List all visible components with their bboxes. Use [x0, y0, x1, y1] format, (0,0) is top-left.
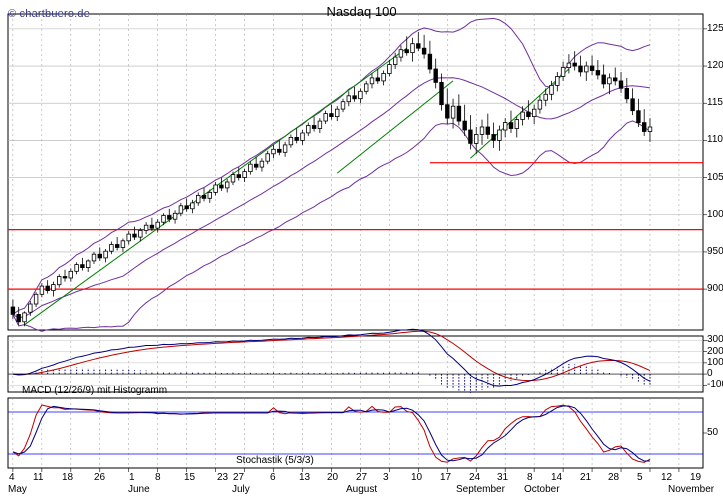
chart-title: Nasdaq 100	[326, 4, 397, 19]
watermark-chartbuero: © chartbuero.de	[8, 8, 91, 20]
x-axis-day-label: 12	[661, 472, 673, 483]
x-axis-day-label: 4	[9, 472, 15, 483]
x-axis-day-label: 26	[94, 472, 106, 483]
x-axis-day-label: 1	[129, 472, 135, 483]
x-axis-month-label: June	[128, 484, 150, 495]
x-axis-day-label: 10	[411, 472, 423, 483]
x-axis-day-label: 27	[233, 472, 245, 483]
x-axis-day-label: 6	[270, 472, 276, 483]
x-axis-month-label: May	[8, 484, 27, 495]
stochastic-caption: Stochastik (5/3/3)	[236, 455, 314, 466]
price-axis-tick: 11000	[707, 134, 723, 146]
x-axis-day-label: 23	[217, 472, 229, 483]
x-axis-day-label: 11	[33, 472, 44, 483]
x-axis-month-label: August	[346, 484, 378, 495]
x-axis-day-label: 18	[62, 472, 74, 483]
x-axis-day-label: 8	[527, 472, 533, 483]
price-axis-tick: 9500	[707, 245, 723, 257]
x-axis-day-label: 21	[580, 472, 592, 483]
macd-axis-tick: 0	[707, 368, 713, 380]
x-axis-month-label: October	[524, 484, 560, 495]
price-axis-tick: 9000	[707, 283, 723, 295]
macd-caption: MACD (12/26/9) mit Histogramm	[22, 385, 168, 396]
x-axis-day-label: 27	[356, 472, 368, 483]
x-axis-day-label: 3	[383, 472, 389, 483]
x-axis-day-label: 24	[469, 472, 481, 483]
x-axis-day-label: 31	[497, 472, 509, 483]
price-axis-tick: 12000	[707, 60, 723, 72]
x-axis-day-label: 20	[327, 472, 339, 483]
price-axis-tick: 12500	[707, 22, 723, 34]
x-axis-day-label: 15	[184, 472, 196, 483]
x-axis-day-label: 8	[155, 472, 161, 483]
price-axis-tick: 11500	[707, 97, 723, 109]
x-axis-month-label: November	[668, 484, 715, 495]
x-axis-day-label: 13	[299, 472, 311, 483]
macd-axis-tick: 200	[707, 345, 723, 357]
x-axis-day-label: 19	[690, 472, 702, 483]
x-axis: 4 11 18 26 1 8 15 23 27 6 13 20 27 3 10 17 24 31 8 14 21 28 5 1…	[0, 470, 723, 496]
macd-axis-tick: -100	[707, 379, 723, 391]
x-axis-month-label: September	[456, 484, 505, 495]
x-axis-day-label: 17	[440, 472, 452, 483]
stochastic-axis-tick: 50	[707, 427, 719, 438]
x-axis-day-label: 14	[551, 472, 563, 483]
macd-axis-tick: 300	[707, 334, 723, 346]
x-axis-day-label: 28	[608, 472, 620, 483]
macd-axis-tick: 100	[707, 356, 723, 368]
x-axis-month-label: July	[232, 484, 250, 495]
price-axis-tick: 10500	[707, 171, 723, 183]
price-axis-tick: 10000	[707, 208, 723, 220]
x-axis-day-label: 5	[637, 472, 643, 483]
